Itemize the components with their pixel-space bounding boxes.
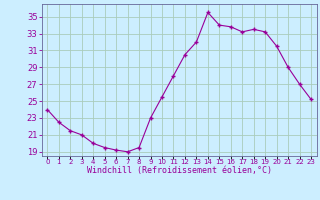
X-axis label: Windchill (Refroidissement éolien,°C): Windchill (Refroidissement éolien,°C) (87, 166, 272, 175)
